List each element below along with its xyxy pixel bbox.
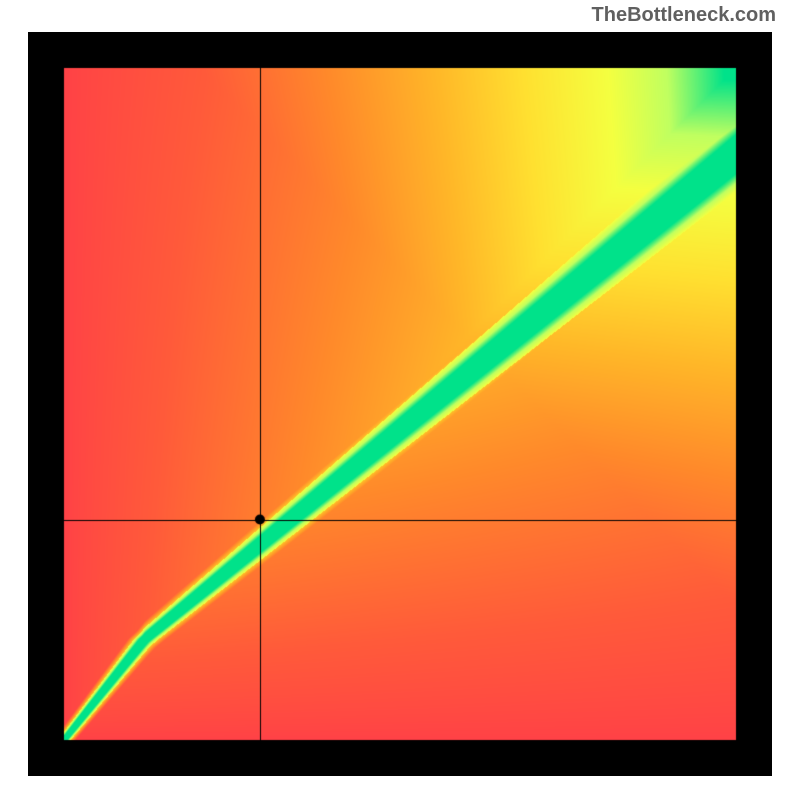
page-root: TheBottleneck.com (0, 0, 800, 800)
heatmap-canvas (28, 32, 772, 776)
bottleneck-heatmap (28, 32, 772, 776)
attribution-text: TheBottleneck.com (592, 4, 776, 27)
